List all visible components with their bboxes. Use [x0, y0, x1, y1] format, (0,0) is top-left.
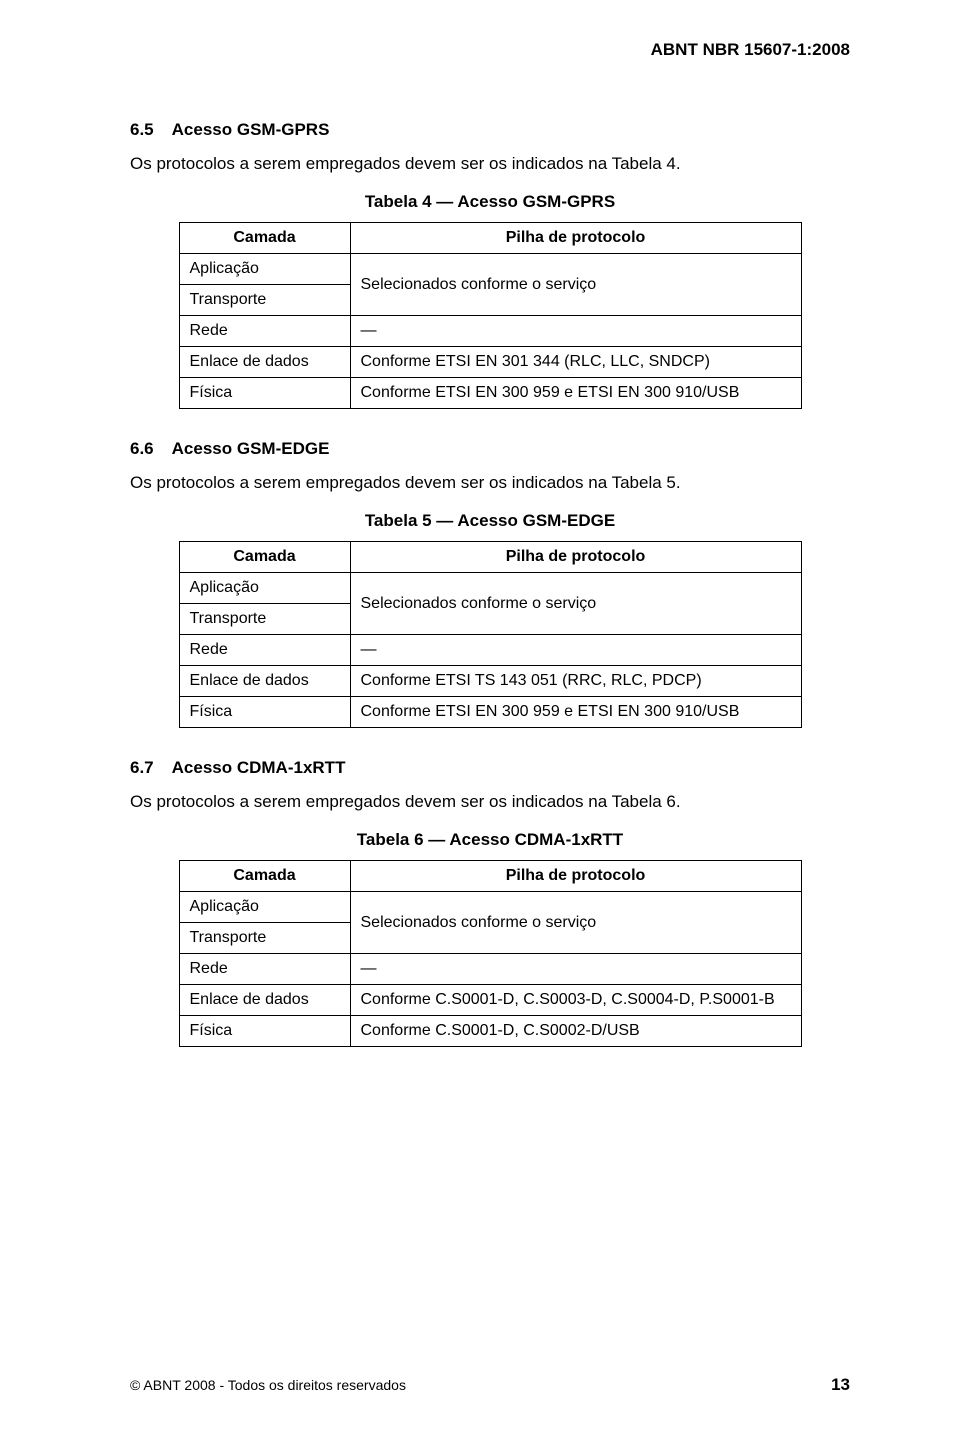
col-header-camada: Camada: [179, 223, 350, 254]
table-row: Rede —: [179, 954, 801, 985]
cell-camada: Transporte: [179, 923, 350, 954]
table-row: Aplicação Selecionados conforme o serviç…: [179, 892, 801, 923]
cell-camada: Enlace de dados: [179, 666, 350, 697]
section-intro-text: Os protocolos a serem empregados devem s…: [130, 792, 850, 812]
table-row: Física Conforme ETSI EN 300 959 e ETSI E…: [179, 378, 801, 409]
table-row: Enlace de dados Conforme ETSI EN 301 344…: [179, 347, 801, 378]
table-6: Camada Pilha de protocolo Aplicação Sele…: [179, 860, 802, 1047]
cell-pilha: Conforme ETSI TS 143 051 (RRC, RLC, PDCP…: [350, 666, 801, 697]
section-intro-text: Os protocolos a serem empregados devem s…: [130, 473, 850, 493]
table-header-row: Camada Pilha de protocolo: [179, 223, 801, 254]
table-row: Enlace de dados Conforme C.S0001-D, C.S0…: [179, 985, 801, 1016]
cell-camada: Rede: [179, 954, 350, 985]
cell-pilha: Conforme C.S0001-D, C.S0002-D/USB: [350, 1016, 801, 1047]
table-caption-6: Tabela 6 — Acesso CDMA-1xRTT: [130, 830, 850, 850]
cell-pilha: Conforme ETSI EN 300 959 e ETSI EN 300 9…: [350, 697, 801, 728]
table-row: Física Conforme ETSI EN 300 959 e ETSI E…: [179, 697, 801, 728]
table-row: Rede —: [179, 316, 801, 347]
table-4: Camada Pilha de protocolo Aplicação Sele…: [179, 222, 802, 409]
table-row: Aplicação Selecionados conforme o serviç…: [179, 254, 801, 285]
cell-camada: Rede: [179, 316, 350, 347]
section-intro-text: Os protocolos a serem empregados devem s…: [130, 154, 850, 174]
cell-pilha: Selecionados conforme o serviço: [350, 254, 801, 316]
table-caption-4: Tabela 4 — Acesso GSM-GPRS: [130, 192, 850, 212]
cell-pilha: Conforme ETSI EN 301 344 (RLC, LLC, SNDC…: [350, 347, 801, 378]
footer-page-number: 13: [831, 1375, 850, 1395]
table-5: Camada Pilha de protocolo Aplicação Sele…: [179, 541, 802, 728]
section-title: Acesso CDMA-1xRTT: [172, 758, 346, 777]
section-number: 6.6: [130, 439, 154, 458]
cell-pilha: Selecionados conforme o serviço: [350, 573, 801, 635]
page-footer: © ABNT 2008 - Todos os direitos reservad…: [130, 1375, 850, 1395]
footer-copyright: © ABNT 2008 - Todos os direitos reservad…: [130, 1377, 406, 1393]
table-row: Rede —: [179, 635, 801, 666]
cell-camada: Aplicação: [179, 892, 350, 923]
page: ABNT NBR 15607-1:2008 6.5 Acesso GSM-GPRS…: [0, 0, 960, 1431]
col-header-camada: Camada: [179, 542, 350, 573]
table-header-row: Camada Pilha de protocolo: [179, 542, 801, 573]
document-header: ABNT NBR 15607-1:2008: [130, 40, 850, 60]
table-row: Física Conforme C.S0001-D, C.S0002-D/USB: [179, 1016, 801, 1047]
cell-camada: Física: [179, 697, 350, 728]
cell-camada: Enlace de dados: [179, 985, 350, 1016]
cell-pilha: —: [350, 316, 801, 347]
cell-pilha: Conforme ETSI EN 300 959 e ETSI EN 300 9…: [350, 378, 801, 409]
section-title: Acesso GSM-EDGE: [172, 439, 330, 458]
section-heading-6-6: 6.6 Acesso GSM-EDGE: [130, 439, 850, 459]
col-header-pilha: Pilha de protocolo: [350, 542, 801, 573]
section-heading-6-5: 6.5 Acesso GSM-GPRS: [130, 120, 850, 140]
cell-camada: Física: [179, 378, 350, 409]
cell-pilha: —: [350, 635, 801, 666]
section-number: 6.7: [130, 758, 154, 777]
cell-camada: Aplicação: [179, 573, 350, 604]
cell-camada: Aplicação: [179, 254, 350, 285]
table-caption-5: Tabela 5 — Acesso GSM-EDGE: [130, 511, 850, 531]
table-row: Enlace de dados Conforme ETSI TS 143 051…: [179, 666, 801, 697]
cell-camada: Rede: [179, 635, 350, 666]
cell-camada: Enlace de dados: [179, 347, 350, 378]
cell-pilha: —: [350, 954, 801, 985]
table-header-row: Camada Pilha de protocolo: [179, 861, 801, 892]
table-row: Aplicação Selecionados conforme o serviç…: [179, 573, 801, 604]
cell-camada: Transporte: [179, 285, 350, 316]
col-header-camada: Camada: [179, 861, 350, 892]
cell-camada: Física: [179, 1016, 350, 1047]
cell-camada: Transporte: [179, 604, 350, 635]
section-heading-6-7: 6.7 Acesso CDMA-1xRTT: [130, 758, 850, 778]
section-number: 6.5: [130, 120, 154, 139]
section-title: Acesso GSM-GPRS: [172, 120, 330, 139]
col-header-pilha: Pilha de protocolo: [350, 861, 801, 892]
col-header-pilha: Pilha de protocolo: [350, 223, 801, 254]
cell-pilha: Selecionados conforme o serviço: [350, 892, 801, 954]
cell-pilha: Conforme C.S0001-D, C.S0003-D, C.S0004-D…: [350, 985, 801, 1016]
